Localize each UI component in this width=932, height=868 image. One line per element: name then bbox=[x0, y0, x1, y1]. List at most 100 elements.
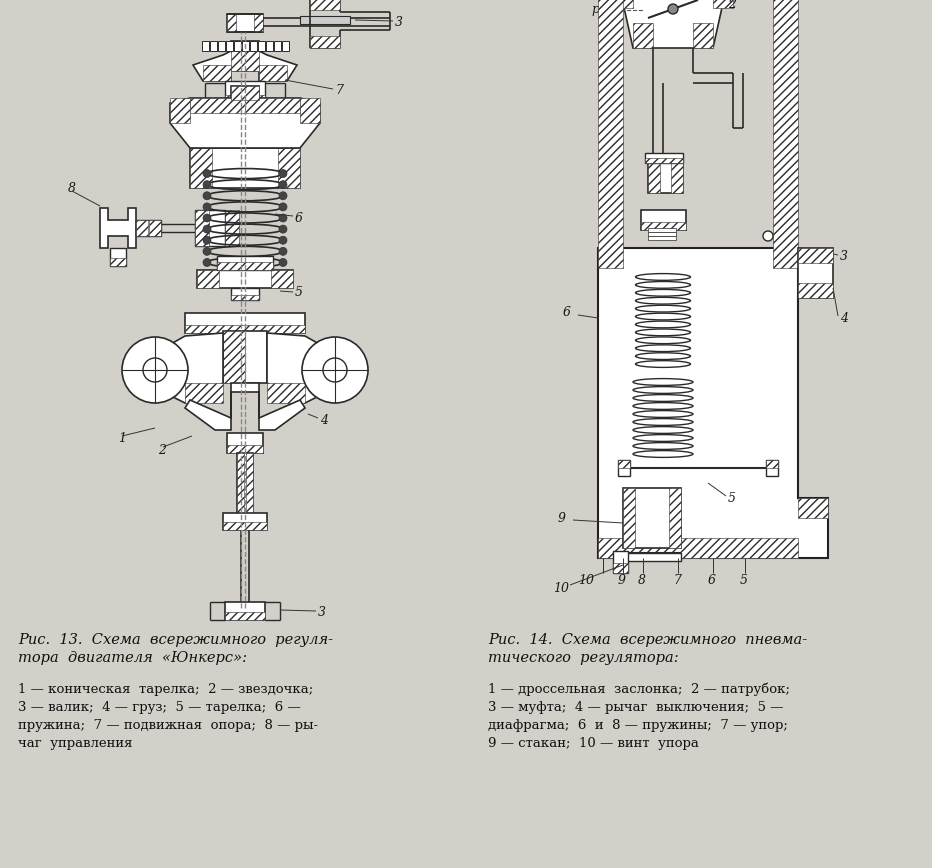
Text: 6: 6 bbox=[295, 212, 303, 225]
Text: 2: 2 bbox=[158, 444, 166, 457]
Text: 7: 7 bbox=[673, 574, 681, 587]
Bar bbox=[149, 220, 161, 236]
Text: 3: 3 bbox=[395, 16, 403, 29]
Bar bbox=[136, 220, 161, 236]
Bar bbox=[641, 222, 686, 230]
Bar bbox=[282, 41, 289, 51]
Polygon shape bbox=[100, 208, 136, 248]
Bar bbox=[190, 148, 300, 188]
Circle shape bbox=[302, 337, 368, 403]
Bar bbox=[641, 210, 686, 230]
Text: 3: 3 bbox=[840, 249, 848, 262]
Bar bbox=[223, 331, 245, 383]
Bar bbox=[618, 460, 630, 476]
Text: р₀: р₀ bbox=[591, 3, 604, 16]
Polygon shape bbox=[170, 86, 320, 148]
Bar bbox=[798, 283, 833, 298]
Circle shape bbox=[203, 181, 211, 188]
Bar bbox=[245, 98, 300, 113]
Bar bbox=[242, 41, 249, 51]
Bar bbox=[613, 563, 628, 573]
Bar bbox=[225, 210, 239, 246]
Bar bbox=[254, 14, 263, 32]
Text: 2: 2 bbox=[728, 0, 736, 11]
Polygon shape bbox=[155, 333, 223, 403]
Bar bbox=[203, 65, 231, 81]
Bar bbox=[623, 488, 635, 548]
Bar bbox=[713, 0, 733, 8]
Bar bbox=[633, 23, 653, 48]
Bar bbox=[766, 460, 778, 476]
Bar bbox=[190, 148, 212, 188]
Bar bbox=[613, 551, 628, 573]
Bar bbox=[645, 158, 683, 163]
Bar bbox=[136, 220, 148, 236]
Circle shape bbox=[279, 247, 287, 255]
Text: 5: 5 bbox=[740, 574, 748, 587]
Text: 10: 10 bbox=[578, 574, 594, 587]
Polygon shape bbox=[267, 333, 335, 403]
Text: 9: 9 bbox=[618, 574, 626, 587]
Text: 7: 7 bbox=[335, 83, 343, 96]
Bar bbox=[623, 488, 681, 548]
Bar bbox=[190, 98, 245, 113]
Bar bbox=[618, 460, 630, 468]
Bar bbox=[766, 460, 778, 468]
Bar bbox=[648, 228, 676, 232]
Bar bbox=[185, 313, 305, 333]
Bar bbox=[197, 270, 293, 288]
Bar bbox=[231, 41, 259, 71]
Bar bbox=[195, 210, 209, 246]
Bar bbox=[202, 41, 209, 51]
Circle shape bbox=[279, 236, 287, 244]
Bar bbox=[237, 453, 253, 513]
Bar bbox=[648, 232, 676, 236]
Bar bbox=[798, 248, 833, 263]
Bar bbox=[223, 522, 267, 530]
Circle shape bbox=[203, 225, 211, 233]
Text: Рис.  14.  Схема  всережимного  пневма-
тического  регулятора:: Рис. 14. Схема всережимного пневма- тиче… bbox=[488, 633, 807, 666]
Bar bbox=[773, 0, 798, 268]
Bar bbox=[231, 288, 259, 300]
Bar bbox=[217, 262, 273, 270]
Circle shape bbox=[279, 214, 287, 222]
Circle shape bbox=[203, 214, 211, 222]
Text: 10: 10 bbox=[553, 582, 569, 595]
Circle shape bbox=[203, 169, 211, 178]
Text: Рис.  13.  Схема  всережимного  регуля-
тора  двигателя  «Юнкерс»:: Рис. 13. Схема всережимного регуля- тора… bbox=[18, 633, 333, 666]
Bar bbox=[310, 36, 340, 48]
Bar bbox=[110, 258, 126, 266]
Circle shape bbox=[279, 225, 287, 233]
Bar bbox=[227, 14, 263, 32]
Bar bbox=[246, 453, 253, 513]
Bar bbox=[623, 553, 681, 561]
Bar bbox=[110, 248, 126, 266]
Circle shape bbox=[203, 259, 211, 266]
Circle shape bbox=[279, 169, 287, 178]
Bar bbox=[223, 331, 267, 383]
Circle shape bbox=[143, 358, 167, 382]
Text: 6: 6 bbox=[563, 306, 571, 319]
Bar bbox=[310, 0, 340, 10]
Bar bbox=[225, 95, 265, 103]
Circle shape bbox=[203, 203, 211, 211]
Bar bbox=[267, 383, 305, 403]
Polygon shape bbox=[185, 383, 305, 430]
Bar bbox=[693, 23, 713, 48]
Circle shape bbox=[279, 259, 287, 266]
Bar bbox=[300, 16, 350, 24]
Text: 5: 5 bbox=[295, 286, 303, 299]
Bar bbox=[648, 236, 676, 240]
Circle shape bbox=[323, 358, 347, 382]
Polygon shape bbox=[613, 0, 733, 48]
Bar bbox=[185, 325, 305, 333]
Bar bbox=[300, 98, 320, 123]
Bar bbox=[645, 153, 683, 163]
Text: 5: 5 bbox=[728, 491, 736, 504]
Bar bbox=[266, 41, 273, 51]
Circle shape bbox=[203, 247, 211, 255]
Bar bbox=[170, 98, 190, 123]
Bar bbox=[197, 270, 219, 288]
Bar bbox=[227, 433, 263, 453]
Polygon shape bbox=[598, 248, 828, 558]
